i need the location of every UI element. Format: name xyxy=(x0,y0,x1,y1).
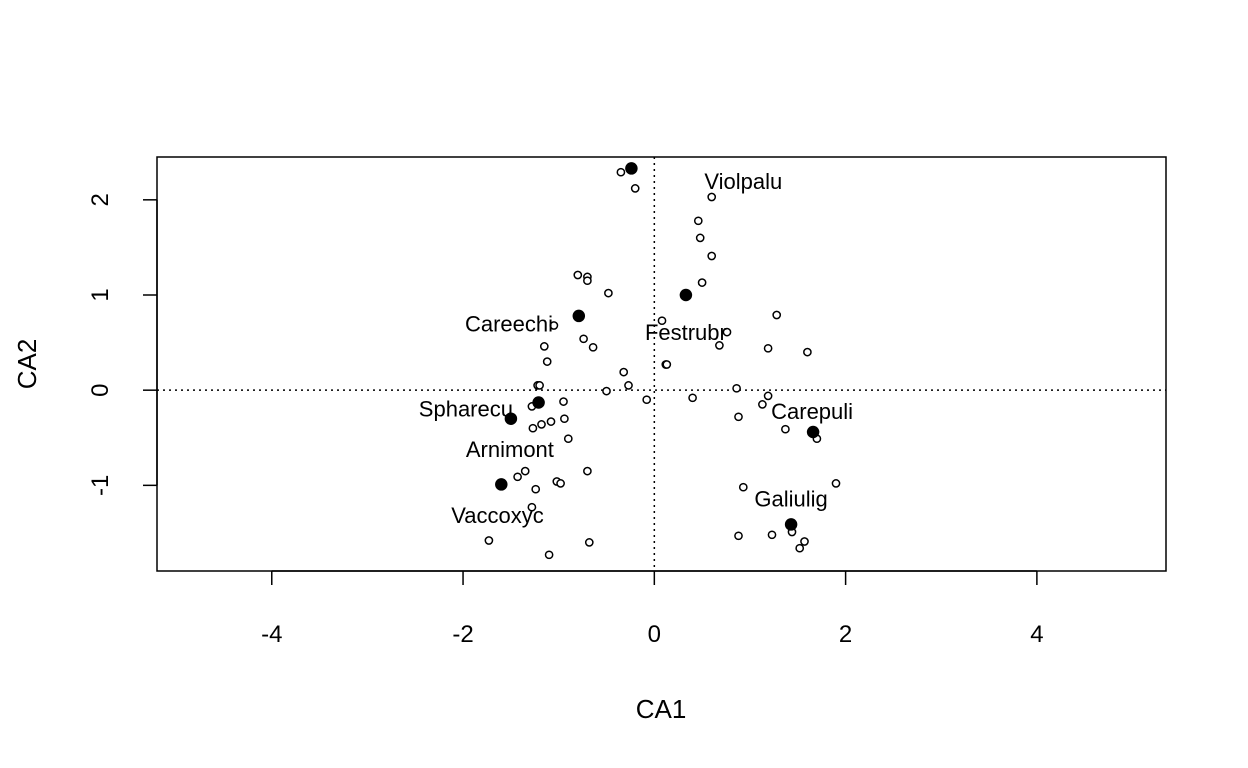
site-point xyxy=(583,466,592,476)
site-point xyxy=(579,334,588,344)
x-tick-label: 4 xyxy=(1030,621,1043,648)
site-point xyxy=(662,360,672,369)
y-axis-title: CA2 xyxy=(12,339,42,390)
data-points xyxy=(484,162,841,560)
site-point xyxy=(560,414,569,424)
y-tick-label: 1 xyxy=(87,288,114,301)
species-point xyxy=(532,396,545,409)
site-point xyxy=(544,550,554,560)
site-point xyxy=(546,417,556,426)
x-axis-title: CA1 xyxy=(636,694,687,724)
site-point xyxy=(604,288,613,298)
site-point xyxy=(738,482,748,492)
y-tick-label: 2 xyxy=(87,193,114,206)
site-point xyxy=(527,502,537,512)
reference-lines xyxy=(157,157,1166,571)
site-point xyxy=(528,423,538,433)
site-point xyxy=(484,536,494,545)
site-point xyxy=(616,167,626,177)
x-tick-label: 0 xyxy=(648,621,661,648)
site-point xyxy=(539,342,549,351)
site-point xyxy=(588,342,598,352)
site-point xyxy=(573,270,583,280)
site-point xyxy=(556,479,565,488)
site-point xyxy=(619,367,629,377)
species-labels: Violpalu Careechi Festrubr Spharecu Carepuli… xyxy=(419,169,853,528)
site-point xyxy=(831,479,841,488)
site-point xyxy=(563,434,573,444)
site-point xyxy=(734,531,743,541)
site-point xyxy=(763,391,773,401)
species-label: Careechi xyxy=(465,312,553,337)
site-point xyxy=(513,472,522,482)
site-point xyxy=(695,233,705,243)
site-point xyxy=(732,383,741,393)
site-point xyxy=(707,192,717,202)
x-axis: -4 -2 0 2 4 xyxy=(261,570,1044,648)
species-point xyxy=(806,425,820,439)
y-tick-label: 0 xyxy=(87,383,114,396)
site-point xyxy=(758,400,767,409)
site-point xyxy=(800,537,809,546)
species-label: Vaccoxyc xyxy=(451,503,544,528)
species-point xyxy=(625,162,638,175)
x-tick-label: -4 xyxy=(261,621,282,648)
species-point xyxy=(572,309,586,323)
y-tick-label: -1 xyxy=(87,475,114,496)
x-tick-label: 2 xyxy=(839,621,852,648)
site-point xyxy=(624,381,633,390)
site-point xyxy=(535,381,544,390)
species-point xyxy=(784,518,798,531)
site-point xyxy=(781,424,790,434)
site-point xyxy=(772,310,782,320)
site-point xyxy=(795,543,805,553)
site-point xyxy=(693,216,703,226)
site-point xyxy=(531,484,541,494)
site-point xyxy=(542,357,552,366)
site-point xyxy=(549,321,559,330)
site-point xyxy=(734,412,743,422)
site-point xyxy=(520,466,530,476)
site-point xyxy=(630,184,640,193)
species-label: Festrubr xyxy=(645,320,727,345)
site-point xyxy=(584,538,594,547)
site-point xyxy=(803,347,812,357)
species-label: Carepuli xyxy=(771,399,853,424)
site-point xyxy=(715,341,724,350)
species-label: Violpalu xyxy=(704,169,782,194)
species-label: Galiulig xyxy=(754,487,827,512)
site-point xyxy=(763,343,773,353)
site-point xyxy=(767,530,777,540)
y-axis: -1 0 1 2 xyxy=(87,193,158,496)
species-point xyxy=(495,478,508,491)
site-point xyxy=(722,327,732,337)
species-label: Arnimont xyxy=(466,437,554,462)
site-point xyxy=(537,420,546,429)
site-point xyxy=(642,395,652,405)
species-label: Spharecu xyxy=(419,396,513,421)
site-point xyxy=(657,316,667,326)
species-point xyxy=(504,412,518,425)
site-point xyxy=(602,386,611,396)
species-point xyxy=(679,288,693,302)
site-point xyxy=(688,393,697,403)
site-point xyxy=(583,276,592,286)
x-tick-label: -2 xyxy=(452,621,473,648)
site-point xyxy=(559,397,568,406)
site-point xyxy=(707,251,717,261)
site-point xyxy=(697,278,707,287)
